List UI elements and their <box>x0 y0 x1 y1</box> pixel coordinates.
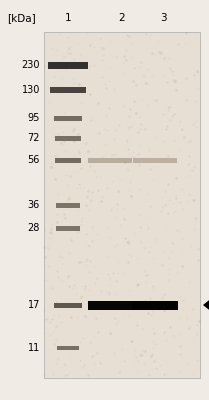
Text: [kDa]: [kDa] <box>8 13 36 23</box>
Text: 11: 11 <box>28 343 40 353</box>
Bar <box>55 136 81 140</box>
Text: 56: 56 <box>28 155 40 165</box>
Text: 1: 1 <box>65 13 71 23</box>
Text: 130: 130 <box>22 85 40 95</box>
Text: 72: 72 <box>28 133 40 143</box>
Bar <box>132 300 178 310</box>
Text: 2: 2 <box>119 13 125 23</box>
Polygon shape <box>203 298 209 312</box>
Bar <box>54 302 82 308</box>
Text: 17: 17 <box>28 300 40 310</box>
Text: 28: 28 <box>28 223 40 233</box>
Bar <box>133 158 177 162</box>
Bar <box>56 226 80 230</box>
Bar <box>56 202 80 208</box>
Bar <box>88 158 132 162</box>
Text: 3: 3 <box>160 13 166 23</box>
Bar <box>44 32 200 378</box>
Text: 95: 95 <box>28 113 40 123</box>
Text: 230: 230 <box>22 60 40 70</box>
Bar <box>48 62 88 68</box>
Bar <box>50 87 86 93</box>
Bar <box>88 300 132 310</box>
Bar <box>55 158 81 162</box>
Bar <box>54 116 82 120</box>
Bar <box>57 346 79 350</box>
Text: 36: 36 <box>28 200 40 210</box>
